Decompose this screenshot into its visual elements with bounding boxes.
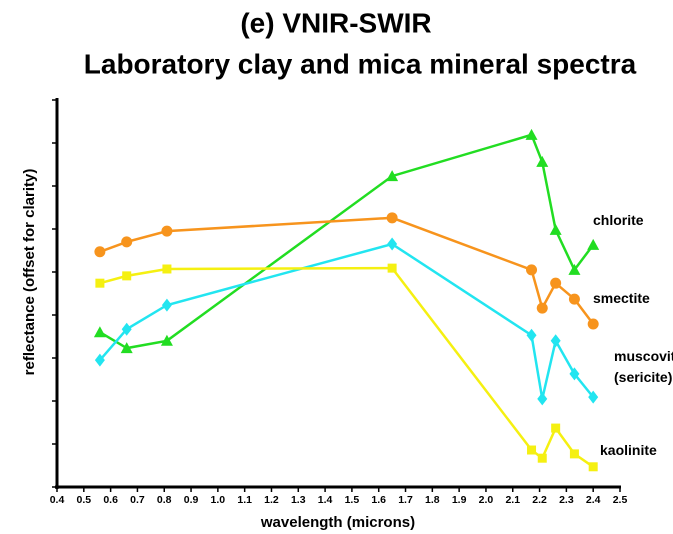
marker <box>588 462 598 472</box>
marker <box>122 271 132 281</box>
marker <box>569 367 580 381</box>
marker <box>386 212 398 224</box>
marker <box>120 342 133 354</box>
marker <box>121 236 133 248</box>
marker <box>587 318 599 330</box>
marker <box>568 263 581 275</box>
marker <box>550 277 562 289</box>
x-tick-label: 1.8 <box>425 494 440 506</box>
marker <box>161 225 173 237</box>
x-axis-label: wavelength (microns) <box>260 514 415 531</box>
x-tick-label: 2.2 <box>532 494 547 506</box>
x-tick-label: 1.6 <box>371 494 386 506</box>
x-tick-label: 2.4 <box>586 494 601 506</box>
series-label: kaolinite <box>600 442 657 458</box>
marker <box>569 449 579 459</box>
marker <box>121 322 132 336</box>
marker <box>526 264 538 276</box>
x-tick-label: 2.0 <box>479 494 494 506</box>
chart-title: (e) VNIR-SWIR <box>240 7 431 38</box>
x-tick-label: 0.9 <box>184 494 199 506</box>
x-tick-label: 0.6 <box>103 494 118 506</box>
x-tick-label: 2.3 <box>559 494 574 506</box>
x-tick-label: 1.5 <box>345 494 360 506</box>
marker <box>526 328 537 342</box>
marker <box>386 170 399 182</box>
x-tick-label: 1.9 <box>452 494 467 506</box>
marker <box>93 326 106 338</box>
marker <box>387 263 397 273</box>
marker <box>551 423 561 433</box>
x-tick-label: 2.5 <box>613 494 628 506</box>
series-label: chlorite <box>593 212 644 228</box>
x-tick-label: 0.4 <box>50 494 65 506</box>
marker <box>160 334 173 346</box>
marker <box>537 392 548 406</box>
marker <box>536 302 548 314</box>
marker <box>588 390 599 404</box>
marker <box>527 445 537 455</box>
marker <box>387 237 398 251</box>
x-tick-label: 1.1 <box>237 494 252 506</box>
series-label: muscovite (sericite) <box>614 348 673 385</box>
marker <box>536 155 549 167</box>
marker <box>587 238 600 250</box>
marker <box>94 353 105 367</box>
series-label: smectite <box>593 290 650 306</box>
y-axis-label: reflectance (offset for clarity) <box>21 169 38 376</box>
marker <box>162 264 172 274</box>
x-tick-label: 0.5 <box>77 494 92 506</box>
series-line <box>99 133 595 350</box>
series-line <box>99 266 594 468</box>
x-tick-label: 1.7 <box>398 494 413 506</box>
x-tick-label: 1.4 <box>318 494 333 506</box>
marker <box>525 128 538 140</box>
x-tick-label: 0.7 <box>130 494 145 506</box>
x-tick-label: 0.8 <box>157 494 172 506</box>
marker <box>94 246 106 258</box>
x-tick-label: 1.3 <box>291 494 306 506</box>
marker <box>568 293 580 305</box>
marker <box>550 334 561 348</box>
marker <box>549 223 562 235</box>
marker <box>161 298 172 312</box>
x-tick-label: 1.0 <box>211 494 226 506</box>
x-tick-label: 2.1 <box>505 494 520 506</box>
marker <box>95 278 105 288</box>
series-line <box>99 216 595 325</box>
chart-subtitle: Laboratory clay and mica mineral spectra <box>84 48 637 79</box>
marker <box>537 453 547 463</box>
x-tick-label: 1.2 <box>264 494 279 506</box>
